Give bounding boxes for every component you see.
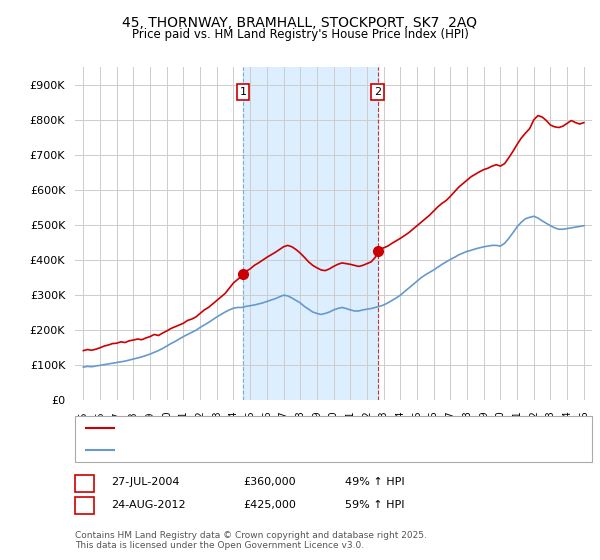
Text: Price paid vs. HM Land Registry's House Price Index (HPI): Price paid vs. HM Land Registry's House … (131, 28, 469, 41)
Text: Contains HM Land Registry data © Crown copyright and database right 2025.
This d: Contains HM Land Registry data © Crown c… (75, 530, 427, 550)
Text: 2: 2 (374, 87, 382, 97)
Text: 59% ↑ HPI: 59% ↑ HPI (345, 500, 404, 510)
Text: 49% ↑ HPI: 49% ↑ HPI (345, 477, 404, 487)
Text: 24-AUG-2012: 24-AUG-2012 (111, 500, 185, 510)
Text: 45, THORNWAY, BRAMHALL, STOCKPORT, SK7 2AQ (detached house): 45, THORNWAY, BRAMHALL, STOCKPORT, SK7 2… (118, 423, 476, 433)
Bar (243, 67, 378, 400)
Text: 1: 1 (239, 87, 247, 97)
Text: 45, THORNWAY, BRAMHALL, STOCKPORT, SK7  2AQ: 45, THORNWAY, BRAMHALL, STOCKPORT, SK7 2… (122, 16, 478, 30)
Text: 2: 2 (81, 500, 88, 510)
Text: £360,000: £360,000 (243, 477, 296, 487)
Text: 1: 1 (81, 477, 88, 487)
Text: HPI: Average price, detached house, Stockport: HPI: Average price, detached house, Stoc… (118, 445, 362, 455)
Text: 27-JUL-2004: 27-JUL-2004 (111, 477, 179, 487)
Text: £425,000: £425,000 (243, 500, 296, 510)
